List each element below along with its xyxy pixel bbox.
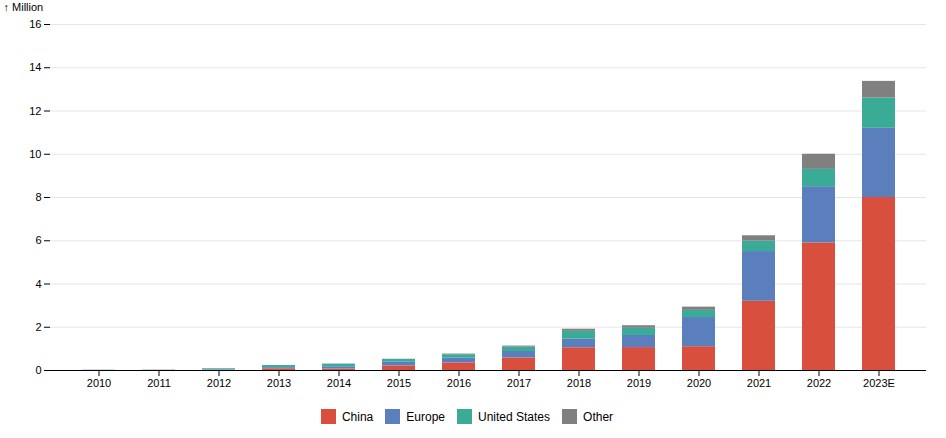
- svg-text:2018: 2018: [567, 377, 591, 389]
- html-text:Other: Other: [583, 409, 614, 424]
- svg-text:2015: 2015: [387, 377, 411, 389]
- svg-text:2013: 2013: [267, 377, 291, 389]
- svg-text:16: 16: [29, 18, 41, 30]
- svg-text:2019: 2019: [627, 377, 651, 389]
- html-text:Europe: Europe: [406, 409, 445, 424]
- svg-text:2022: 2022: [807, 377, 831, 389]
- svg-text:2011: 2011: [147, 377, 171, 389]
- svg-text:2023E: 2023E: [863, 377, 895, 389]
- svg-text:12: 12: [29, 105, 41, 117]
- html-text:China: China: [341, 409, 374, 424]
- svg-text:14: 14: [29, 61, 41, 73]
- html-text:United States: United States: [478, 409, 550, 424]
- svg-text:10: 10: [29, 148, 41, 160]
- svg-text:2012: 2012: [207, 377, 231, 389]
- svg-text:2010: 2010: [87, 377, 111, 389]
- svg-text:6: 6: [35, 234, 41, 246]
- svg-text:0: 0: [35, 364, 41, 376]
- svg-text:2016: 2016: [447, 377, 471, 389]
- svg-text:2017: 2017: [507, 377, 531, 389]
- svg-text:2020: 2020: [687, 377, 711, 389]
- svg-text:2021: 2021: [747, 377, 771, 389]
- svg-text:2014: 2014: [327, 377, 351, 389]
- svg-text:↑ Million: ↑ Million: [4, 1, 44, 13]
- svg-text:4: 4: [35, 278, 41, 290]
- svg-text:8: 8: [35, 191, 41, 203]
- svg-text:2: 2: [35, 321, 41, 333]
